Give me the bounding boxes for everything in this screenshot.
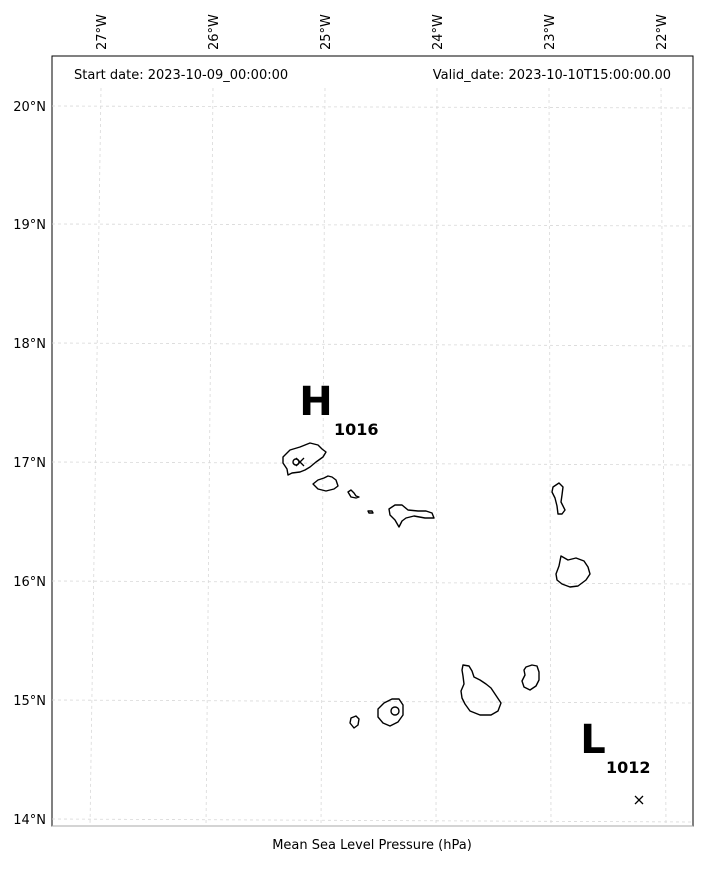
lon-tick-label: 24°W [431, 14, 446, 50]
island-santa-luzia [347, 489, 360, 499]
lat-tick-label: 14°N [13, 813, 46, 828]
parallel-15n [51, 699, 694, 704]
low-pressure-label: L [580, 717, 606, 763]
lat-tick-labels: 20°N 19°N 18°N 17°N 16°N 15°N 14°N [13, 100, 46, 828]
island-santiago [460, 664, 502, 716]
high-pressure-marker [295, 457, 305, 467]
high-pressure-label: H [299, 379, 332, 425]
coastlines [282, 442, 591, 729]
island-fogo [377, 698, 404, 727]
low-pressure-value: 1012 [606, 758, 651, 777]
parallel-20n [51, 105, 694, 109]
lon-tick-label: 22°W [655, 14, 670, 50]
map-frame [51, 55, 694, 827]
map-caption: Mean Sea Level Pressure (hPa) [272, 838, 472, 853]
island-santo-antao [282, 442, 327, 476]
lat-tick-label: 15°N [13, 694, 46, 709]
lat-tick-label: 20°N [13, 100, 46, 115]
island-maio [521, 664, 540, 691]
island-sao-nicolau [388, 504, 435, 528]
island-sal [551, 482, 566, 515]
lat-tick-label: 16°N [13, 575, 46, 590]
parallel-16n [51, 580, 694, 585]
parallel-18n [51, 342, 694, 347]
island-boa-vista [555, 555, 591, 588]
island-brava [349, 715, 360, 729]
lat-tick-label: 17°N [13, 456, 46, 471]
low-pressure-marker [634, 795, 644, 805]
island-contour-ring [292, 458, 300, 466]
low-pressure-center: L 1012 [580, 717, 651, 805]
lon-tick-label: 25°W [319, 14, 334, 50]
lat-tick-label: 19°N [13, 218, 46, 233]
parallel-19n [51, 223, 694, 227]
island-branco [367, 510, 374, 514]
valid-date-label: Valid_date: 2023-10-10T15:00:00.00 [433, 68, 671, 83]
lon-tick-labels: 27°W 26°W 25°W 24°W 23°W 22°W [95, 14, 670, 50]
graticule [51, 87, 694, 827]
high-pressure-center: H 1016 [295, 379, 379, 467]
island-contour-ring [390, 706, 400, 716]
high-pressure-value: 1016 [334, 420, 379, 439]
start-date-label: Start date: 2023-10-09_00:00:00 [74, 68, 288, 83]
lon-tick-label: 27°W [95, 14, 110, 50]
lon-tick-label: 26°W [207, 14, 222, 50]
island-sao-vicente [312, 475, 339, 492]
lon-tick-label: 23°W [543, 14, 558, 50]
lat-tick-label: 18°N [13, 337, 46, 352]
parallel-14n [51, 818, 694, 823]
parallel-17n [51, 461, 694, 466]
